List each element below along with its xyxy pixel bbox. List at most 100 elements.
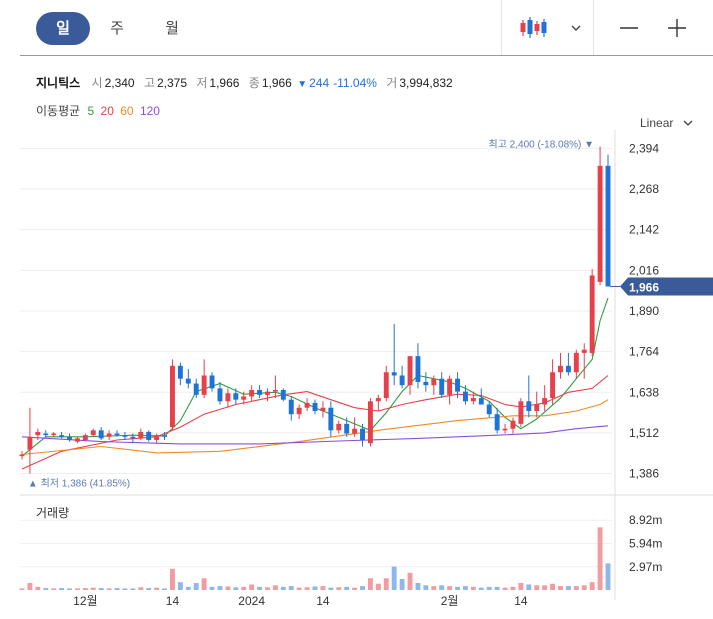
candlestick-icon (520, 17, 547, 38)
open-value: 2,340 (104, 76, 135, 90)
candle (502, 428, 508, 431)
volume-bar (19, 588, 25, 590)
candle (43, 433, 49, 436)
x-tick-label: 14 (514, 594, 528, 608)
volume-bar (581, 585, 587, 590)
volume-bar (352, 587, 358, 590)
candle (455, 378, 460, 392)
chart-toolbar: 일 주 월 (0, 0, 713, 56)
volume-bar (550, 583, 556, 590)
low-label: 저 (196, 76, 208, 90)
volume-bar (217, 586, 223, 590)
zoom-out-button[interactable] (612, 8, 646, 48)
volume-bar (399, 579, 405, 590)
volume-bar (162, 588, 167, 590)
candle (344, 423, 350, 434)
volume-bar (605, 563, 611, 590)
candle (177, 365, 183, 379)
zoom-in-button[interactable] (660, 8, 694, 48)
volume-bar (296, 587, 302, 590)
volume-bar (573, 586, 579, 590)
moving-average-legend[interactable]: 이동평균 5 20 60 120 (36, 102, 163, 119)
volume-bar (59, 588, 65, 590)
volume-bar (249, 584, 255, 590)
candle (510, 420, 516, 429)
volume-panel-label: 거래량 (36, 506, 70, 520)
candle (185, 378, 191, 384)
x-tick-label: 12월 (73, 594, 97, 608)
candle (494, 414, 500, 431)
high-value: 2,375 (156, 76, 188, 90)
volume-bar (312, 586, 318, 590)
candle (328, 407, 334, 431)
volume-bar (304, 587, 310, 590)
candle (407, 356, 413, 386)
candle (74, 438, 80, 442)
candle (193, 383, 199, 395)
y-tick-label: 1,386 (629, 467, 659, 481)
current-price-label: 1,966 (629, 280, 659, 294)
candle (320, 407, 326, 411)
volume-bar (463, 586, 468, 590)
volume-bar (265, 587, 270, 590)
candle (90, 430, 96, 436)
candle (360, 428, 365, 440)
volume-bar (336, 587, 342, 590)
volume-bar (43, 588, 49, 590)
candle (439, 378, 445, 395)
candle (518, 401, 524, 424)
candle (352, 428, 358, 434)
y-tick-label: 1,890 (629, 304, 659, 318)
volume-bar (35, 586, 41, 590)
candle (249, 390, 255, 397)
volume-bar (447, 586, 453, 590)
candle (217, 388, 223, 402)
change-arrow: ▼ (297, 79, 308, 90)
candle (225, 393, 231, 402)
candle (170, 365, 175, 428)
candle (470, 398, 476, 402)
candle (478, 398, 484, 405)
volume-bar (257, 586, 263, 590)
volume-bar (241, 586, 247, 590)
chart-type-selector[interactable] (515, 8, 585, 48)
volume-bar (27, 582, 33, 590)
volume-bar (367, 578, 373, 590)
y-tick-label: 2,268 (629, 182, 659, 196)
volume-tick-label: 8.92m (629, 513, 662, 527)
candle (391, 372, 397, 376)
y-tick-label: 2,142 (629, 223, 659, 237)
candle (486, 404, 492, 415)
candle (154, 435, 160, 440)
volume-bar (209, 586, 215, 590)
candle (138, 431, 144, 439)
volume-bar (193, 582, 199, 590)
volume-bar (82, 588, 88, 590)
candle (589, 275, 595, 353)
volume-bar (51, 588, 57, 590)
tab-weekly[interactable]: 주 (110, 20, 124, 37)
toolbar-divider (593, 0, 594, 55)
candle (534, 404, 540, 411)
scale-selector[interactable]: Linear (640, 116, 693, 130)
plus-icon (668, 19, 686, 37)
volume-bar (344, 586, 350, 590)
tab-daily[interactable]: 일 (36, 12, 90, 45)
volume-bar (589, 582, 595, 590)
x-tick-label: 14 (166, 594, 180, 608)
min-price-annotation: ▲ 최저 1,386 (41.85%) (28, 478, 130, 490)
tab-monthly[interactable]: 월 (165, 20, 179, 37)
candle (201, 375, 207, 395)
volume-bar (272, 585, 278, 590)
chevron-down-icon (571, 25, 581, 31)
candle (597, 165, 603, 282)
candle (542, 398, 548, 405)
volume-bar (201, 578, 207, 590)
volume-bar (74, 588, 80, 590)
high-label: 고 (143, 76, 155, 90)
candle (209, 375, 215, 389)
volume-bar (98, 588, 104, 590)
ma-label: 이동평균 (36, 104, 81, 118)
volume-bar (90, 587, 96, 590)
